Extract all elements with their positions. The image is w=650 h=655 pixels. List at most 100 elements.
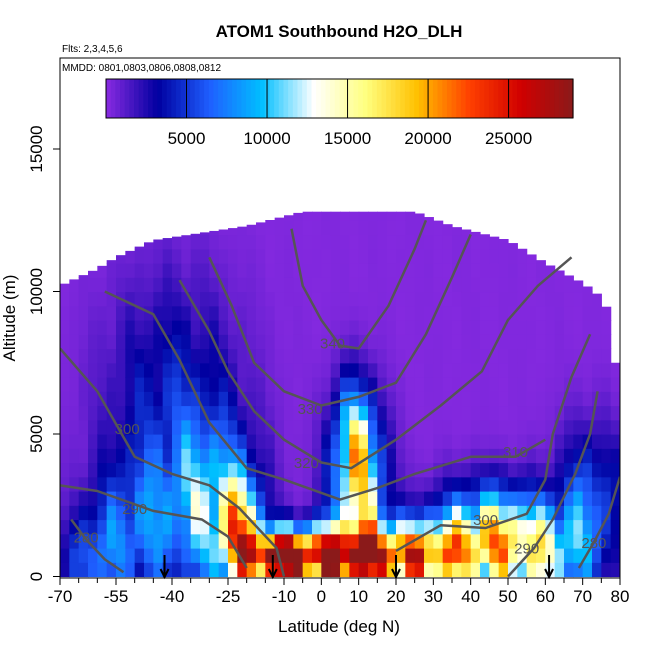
heatmap-cell	[386, 391, 397, 407]
heatmap-cell	[284, 391, 294, 407]
heatmap-cell	[312, 533, 322, 549]
heatmap-cell	[517, 320, 528, 335]
colorbar-swatch	[246, 79, 252, 118]
heatmap-cell	[480, 548, 490, 563]
heatmap-cell	[88, 562, 98, 578]
heatmap-cell	[88, 448, 98, 464]
heatmap-cell	[470, 263, 481, 278]
colorbar-swatch	[404, 79, 411, 118]
colorbar-swatch	[232, 79, 238, 118]
heatmap-cell	[414, 462, 425, 478]
heatmap-cell	[256, 548, 266, 563]
heatmap-cell	[489, 391, 500, 407]
heatmap-cell	[592, 334, 602, 350]
x-axis-label: Latitude (deg N)	[278, 617, 400, 636]
heatmap-cell	[564, 562, 574, 578]
heatmap-cell	[69, 533, 80, 549]
heatmap-cell	[218, 405, 229, 421]
x-tick-label: 70	[573, 587, 592, 606]
colorbar-swatch	[138, 79, 144, 118]
heatmap-cell	[564, 519, 574, 535]
heatmap-cell	[153, 362, 164, 378]
heatmap-cell	[442, 519, 453, 535]
heatmap-cell	[321, 277, 332, 293]
heatmap-cell	[517, 362, 528, 378]
heatmap-cell	[144, 362, 154, 378]
heatmap-cell	[573, 320, 584, 335]
heatmap-cell	[274, 533, 285, 549]
heatmap-cell	[134, 476, 145, 492]
heatmap-cell	[88, 476, 98, 492]
heatmap-cell	[330, 220, 341, 236]
heatmap-cell	[526, 362, 537, 378]
heatmap-cell	[78, 491, 89, 506]
heatmap-cell	[545, 548, 556, 563]
heatmap-cell	[116, 377, 126, 392]
heatmap-cell	[218, 248, 229, 264]
heatmap-cell	[246, 448, 257, 464]
heatmap-cell	[545, 505, 556, 521]
heatmap-cell	[144, 391, 154, 407]
heatmap-cell	[573, 405, 584, 421]
colorbar-swatch	[540, 79, 546, 118]
heatmap-cell	[181, 462, 192, 478]
heatmap-cell	[78, 476, 89, 492]
heatmap-cell	[377, 263, 388, 278]
heatmap-cell	[181, 277, 192, 293]
heatmap-cell	[106, 260, 117, 264]
heatmap-cell	[461, 291, 472, 307]
heatmap-cell	[218, 462, 229, 478]
heatmap-cell	[340, 448, 350, 464]
heatmap-cell	[228, 533, 238, 549]
heatmap-cell	[377, 434, 388, 449]
heatmap-cell	[396, 448, 406, 464]
heatmap-cell	[274, 234, 285, 250]
heatmap-cell	[340, 334, 350, 350]
heatmap-cell	[433, 419, 444, 435]
heatmap-cell	[554, 505, 565, 521]
heatmap-cell	[461, 348, 472, 364]
heatmap-cell	[526, 320, 537, 335]
heatmap-cell	[573, 391, 584, 407]
heatmap-cell	[470, 434, 481, 449]
heatmap-cell	[470, 419, 481, 435]
colorbar-swatch	[530, 79, 537, 118]
heatmap-cell	[554, 434, 565, 449]
heatmap-cell	[153, 377, 164, 392]
heatmap-cell	[396, 491, 406, 506]
heatmap-cell	[162, 320, 173, 335]
heatmap-cell	[433, 320, 444, 335]
contour-line	[507, 391, 599, 578]
heatmap-cell	[405, 491, 416, 506]
heatmap-cell	[302, 291, 313, 307]
heatmap-cell	[592, 533, 602, 549]
heatmap-cell	[564, 448, 574, 464]
heatmap-cell	[396, 220, 406, 236]
heatmap-cell	[293, 291, 304, 307]
heatmap-cell	[414, 533, 425, 549]
heatmap-cell	[340, 362, 350, 378]
heatmap-cell	[601, 562, 612, 578]
heatmap-cell	[265, 234, 276, 250]
colorbar-tick-label: 10000	[243, 129, 290, 148]
heatmap-cell	[256, 334, 266, 350]
heatmap-cell	[424, 419, 434, 435]
heatmap-cell	[246, 334, 257, 350]
heatmap-cell	[508, 277, 518, 293]
heatmap-cell	[461, 391, 472, 407]
heatmap-cell	[554, 320, 565, 335]
heatmap-cell	[153, 491, 164, 506]
heatmap-cell	[480, 362, 490, 378]
heatmap-cell	[368, 334, 378, 350]
heatmap-cell	[78, 305, 89, 321]
heatmap-cell	[78, 334, 89, 350]
heatmap-cell	[340, 248, 350, 264]
heatmap-cell	[508, 476, 518, 492]
heatmap-cell	[106, 362, 117, 378]
colorbar-swatch	[134, 79, 140, 118]
heatmap-cell	[498, 248, 509, 264]
heatmap-cell	[330, 248, 341, 264]
heatmap-cell	[284, 491, 294, 506]
colorbar-swatch	[362, 79, 369, 118]
heatmap-cell	[293, 448, 304, 464]
